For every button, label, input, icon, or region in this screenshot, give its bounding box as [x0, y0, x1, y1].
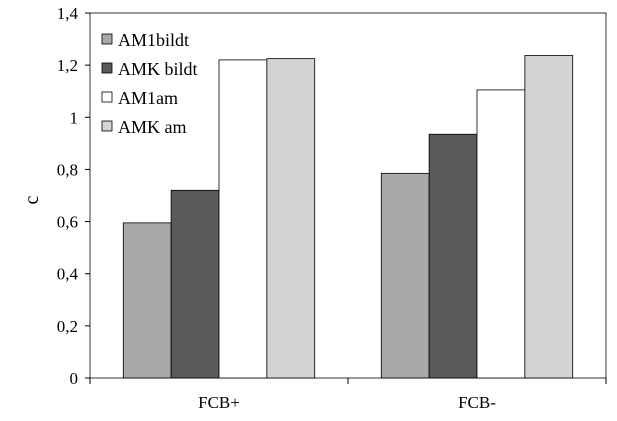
legend-swatch	[101, 33, 113, 45]
y-tick-label: 1	[70, 108, 79, 127]
bar	[122, 222, 172, 379]
x-category-label: FCB+	[198, 393, 240, 412]
y-tick-label: 1,2	[57, 56, 78, 75]
y-tick-label: 1,4	[57, 4, 79, 23]
bars	[122, 55, 574, 379]
x-axis: FCB+ FCB-	[89, 378, 607, 412]
legend-swatch	[101, 120, 113, 132]
bar	[218, 59, 268, 379]
legend-label: AMK bildt	[118, 59, 198, 79]
y-axis-label: c	[21, 195, 43, 204]
bar	[380, 172, 430, 379]
y-tick-label: 0,4	[57, 265, 79, 284]
y-tick-label: 0,8	[57, 160, 78, 179]
bar	[266, 58, 316, 379]
legend: AM1bildt AMK bildt AM1am AMK am	[101, 30, 198, 137]
legend-label: AM1am	[118, 88, 178, 108]
legend-label: AM1bildt	[118, 30, 189, 50]
bar	[428, 133, 478, 379]
legend-swatch	[101, 91, 113, 103]
legend-label: AMK am	[118, 117, 187, 137]
y-tick-label: 0	[70, 369, 79, 388]
x-category-label: FCB-	[458, 393, 496, 412]
bar	[476, 89, 526, 379]
bar	[524, 55, 574, 379]
bar	[170, 189, 220, 379]
y-tick-label: 0,2	[57, 317, 78, 336]
legend-swatch	[101, 62, 113, 74]
y-axis: 0 0,2 0,4 0,6 0,8 1 1,2 1,4	[57, 4, 90, 388]
y-tick-label: 0,6	[57, 213, 78, 232]
